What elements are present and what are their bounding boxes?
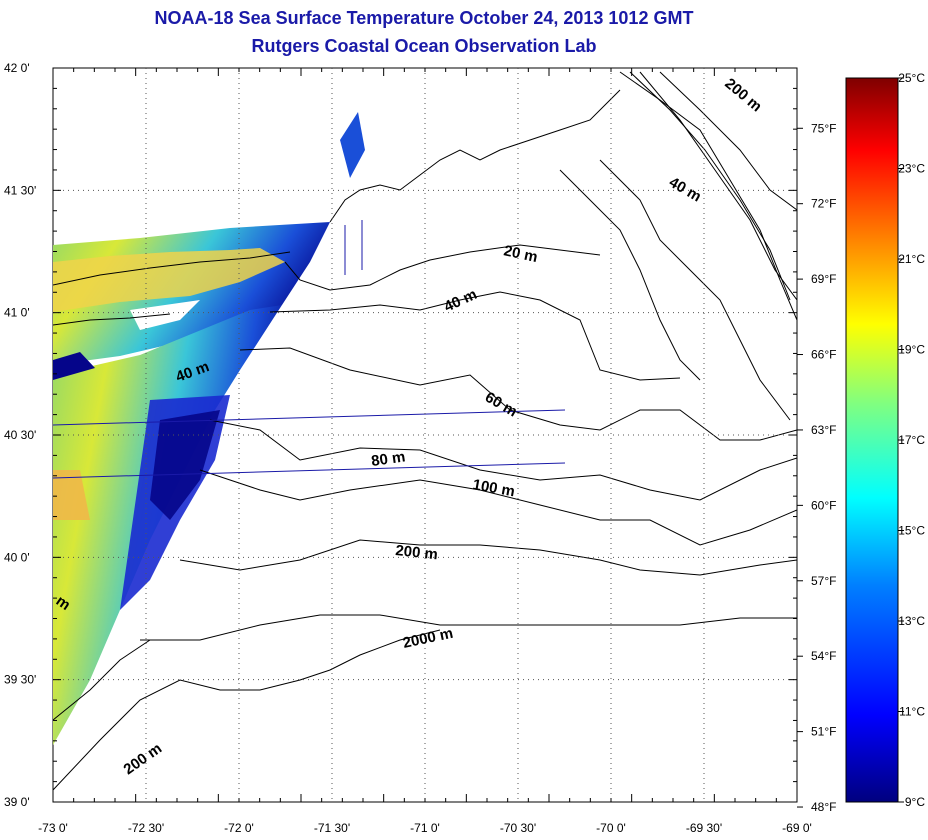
bathymetry-contours xyxy=(53,71,797,791)
fahrenheit-tick-label: 63°F xyxy=(811,423,836,437)
celsius-tick-label: 21°C xyxy=(898,252,925,266)
lon-tick-label: -71 30' xyxy=(314,821,350,835)
lon-tick-label: -70 30' xyxy=(500,821,536,835)
celsius-tick-label: 9°C xyxy=(905,795,925,809)
fahrenheit-tick-label: 57°F xyxy=(811,574,836,588)
celsius-tick-label: 25°C xyxy=(898,71,925,85)
depth-label: 200 m xyxy=(395,542,439,563)
lon-tick-label: -71 0' xyxy=(410,821,440,835)
depth-label: 20 m xyxy=(502,242,539,266)
lat-tick-label: 41 0' xyxy=(4,306,30,320)
celsius-tick-label: 11°C xyxy=(899,705,925,719)
map-subtitle: Rutgers Coastal Ocean Observation Lab xyxy=(251,36,597,56)
fahrenheit-tick-label: 69°F xyxy=(811,272,836,286)
lat-tick-label: 42 0' xyxy=(4,61,30,75)
fahrenheit-tick-label: 60°F xyxy=(811,498,836,512)
celsius-tick-label: 23°C xyxy=(898,162,925,176)
lon-tick-label: -72 0' xyxy=(224,821,254,835)
celsius-tick-label: 19°C xyxy=(898,343,925,357)
sst-swath xyxy=(53,112,365,745)
fahrenheit-tick-label: 72°F xyxy=(811,197,836,211)
fahrenheit-tick-label: 51°F xyxy=(811,725,836,739)
depth-label: 80 m xyxy=(370,448,406,470)
celsius-labels: 25°C 23°C 21°C 19°C 17°C 15°C 13°C 11°C 9°C xyxy=(898,71,925,809)
lon-tick-label: -73 0' xyxy=(38,821,68,835)
latitude-labels: 42 0' 41 30' 41 0' 40 30' 40 0' 39 30' 39 0' xyxy=(4,61,36,809)
longitude-labels: -73 0' -72 30' -72 0' -71 30' -71 0' -70 30' -… xyxy=(38,821,812,835)
lon-tick-label: -69 0' xyxy=(782,821,812,835)
celsius-tick-label: 15°C xyxy=(898,524,925,538)
lon-tick-label: -72 30' xyxy=(128,821,164,835)
temperature-colorbar xyxy=(845,77,899,803)
lat-tick-label: 41 30' xyxy=(4,183,36,197)
fahrenheit-tick-label: 48°F xyxy=(811,800,836,814)
lat-tick-label: 39 0' xyxy=(4,795,30,809)
lat-tick-label: 40 0' xyxy=(4,550,30,564)
axis-ticks xyxy=(52,67,798,803)
lon-tick-label: -69 30' xyxy=(686,821,722,835)
transect-lines xyxy=(52,220,566,479)
lon-tick-label: -70 0' xyxy=(596,821,626,835)
map-title: NOAA-18 Sea Surface Temperature October … xyxy=(154,8,694,28)
fahrenheit-labels: 75°F 72°F 69°F 66°F 63°F 60°F 57°F 54°F 51°F 48°F xyxy=(797,121,836,814)
fahrenheit-tick-label: 75°F xyxy=(811,121,836,135)
map-grid xyxy=(53,68,797,802)
celsius-tick-label: 13°C xyxy=(898,614,925,628)
fahrenheit-tick-label: 54°F xyxy=(811,649,836,663)
lat-tick-label: 40 30' xyxy=(4,428,36,442)
celsius-tick-label: 17°C xyxy=(898,433,925,447)
fahrenheit-tick-label: 66°F xyxy=(811,348,836,362)
lat-tick-label: 39 30' xyxy=(4,673,36,687)
